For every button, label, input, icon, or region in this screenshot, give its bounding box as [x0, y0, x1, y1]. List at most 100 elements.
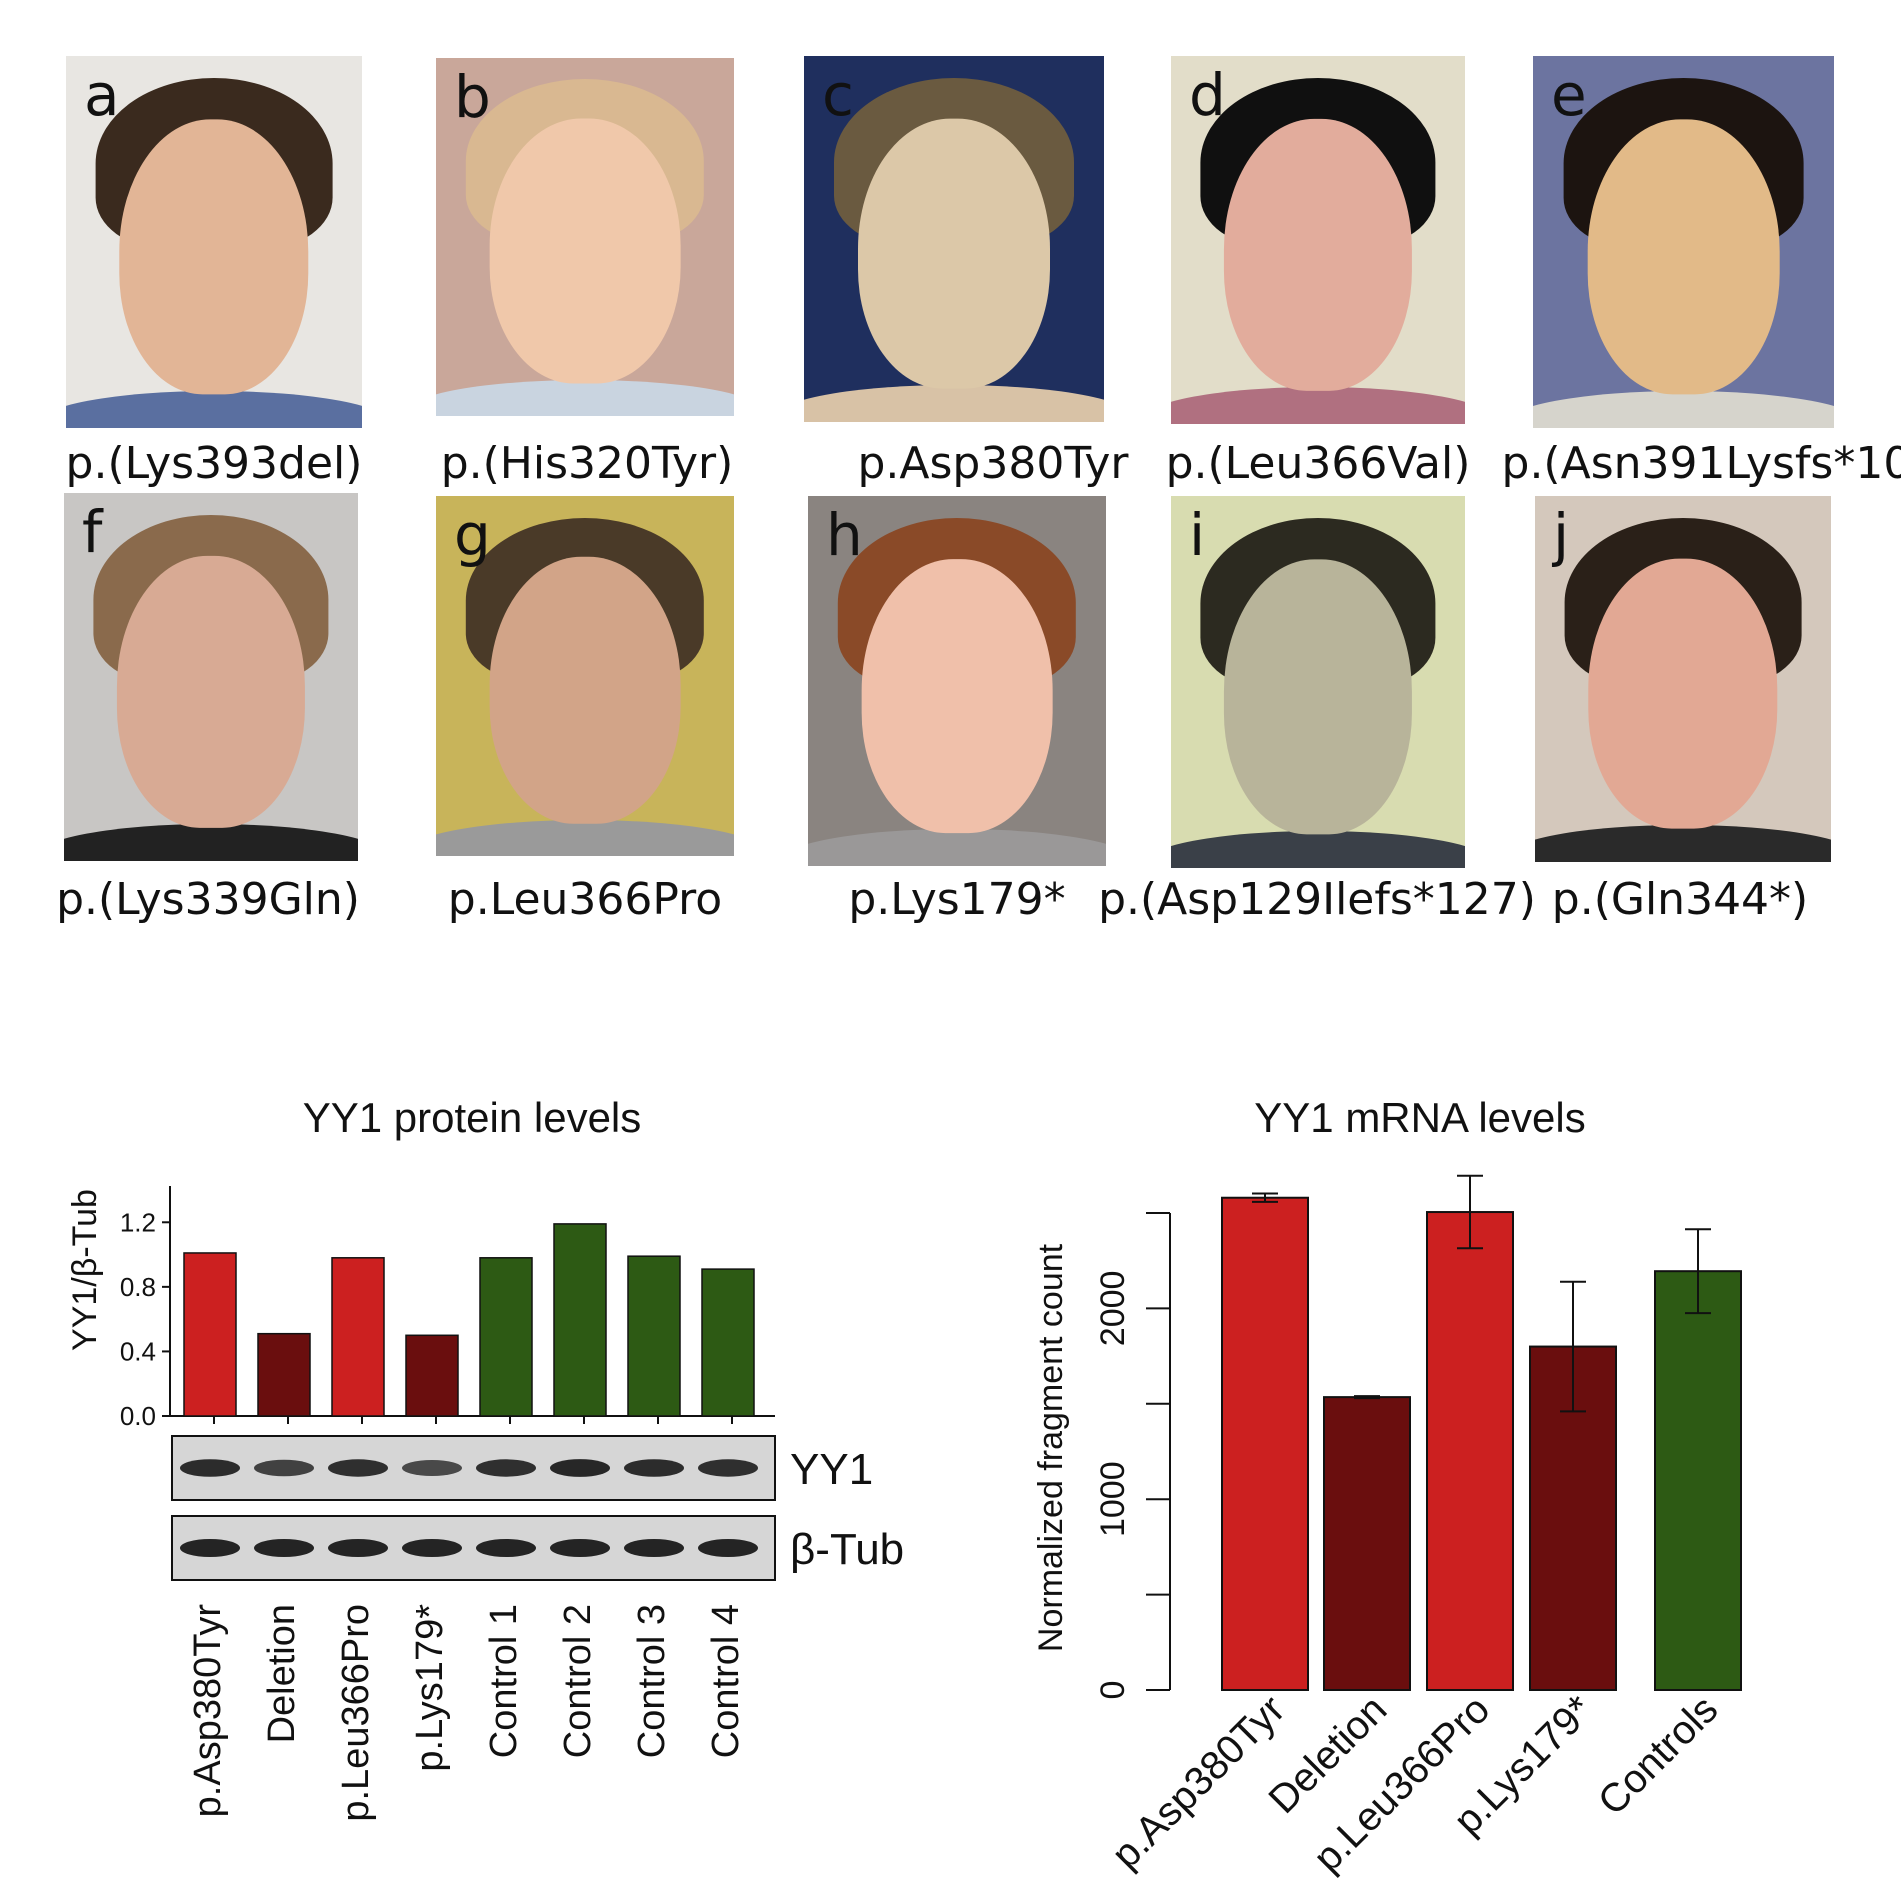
blot-band — [698, 1459, 758, 1477]
blot-band — [402, 1539, 462, 1557]
patient-photo-j: j — [1535, 496, 1831, 862]
mrna-y-tick-label: 2000 — [1094, 1271, 1132, 1347]
mrna-bar — [1323, 1396, 1411, 1691]
variant-caption: p.(Lys393del) — [65, 438, 363, 489]
variant-caption: p.(Asn391Lysfs*10) — [1501, 438, 1901, 489]
protein-x-tick-label: p.Asp380Tyr — [187, 1604, 229, 1818]
mrna-bar — [1221, 1196, 1309, 1691]
protein-x-tick-label: Control 2 — [557, 1604, 599, 1758]
protein-bar — [257, 1332, 311, 1417]
protein-x-tick-label: p.Lys179* — [409, 1604, 451, 1772]
variant-caption: p.(Gln344*) — [1551, 874, 1809, 925]
variant-caption: p.(Asp129Ilefs*127) — [1098, 874, 1536, 925]
panel-letter: j — [1553, 501, 1570, 569]
panel-letter: b — [454, 63, 491, 131]
photo-face — [858, 118, 1050, 390]
patient-photo-h: h — [808, 496, 1106, 866]
mrna-x-tick-labels: p.Asp380TyrDeletionp.Leu366Prop.Lys179*C… — [1103, 1687, 1726, 1880]
blot-band — [624, 1459, 684, 1477]
photo-shoulders — [1171, 387, 1465, 424]
photo-shoulders — [436, 820, 734, 856]
mrna-chart-title: YY1 mRNA levels — [1254, 1094, 1585, 1141]
photo-shoulders — [1171, 830, 1465, 868]
blot-band — [180, 1459, 240, 1477]
blot-band — [328, 1459, 388, 1477]
patient-photo-b: b — [436, 58, 734, 416]
photo-shoulders — [808, 829, 1106, 866]
variant-caption: p.(Lys339Gln) — [56, 874, 360, 925]
patient-photo-e: e — [1533, 56, 1834, 428]
protein-x-tick-label: Control 4 — [705, 1604, 747, 1758]
blot-band — [550, 1459, 610, 1477]
protein-bar — [183, 1252, 237, 1417]
photo-shoulders — [66, 390, 362, 428]
protein-y-tick-label: 0.0 — [120, 1401, 156, 1431]
protein-y-tick-label: 1.2 — [120, 1207, 156, 1237]
panel-letter: e — [1551, 61, 1587, 129]
photo-face — [489, 557, 681, 824]
blot-band — [698, 1539, 758, 1557]
protein-bar — [479, 1257, 533, 1417]
patient-photo-c: c — [804, 56, 1104, 422]
protein-bar — [405, 1334, 459, 1417]
photo-shoulders — [436, 380, 734, 416]
protein-y-axis-label: YY1/β-Tub — [66, 1189, 104, 1351]
protein-x-tick-labels: p.Asp380Tyr Deletion p.Leu366Pro p.Lys179* C… — [187, 1604, 747, 1822]
charts-area: YY1 protein levels YY1/β-Tub 0.0 0.4 0.8 1.… — [66, 1094, 1742, 1880]
panel-letter: i — [1189, 501, 1206, 569]
panel-letter: c — [822, 61, 854, 129]
blot-band — [476, 1459, 536, 1477]
photo-shoulders — [1533, 390, 1834, 428]
western-blots: YY1 β-Tub — [171, 1435, 904, 1581]
photo-face — [489, 118, 681, 384]
protein-bar — [553, 1223, 607, 1417]
blot-label: β-Tub — [790, 1525, 904, 1574]
protein-bars — [183, 1223, 755, 1417]
variant-caption: p.Lys179* — [848, 874, 1066, 925]
panel-letter: a — [84, 61, 120, 129]
protein-x-tick-label: Control 3 — [631, 1604, 673, 1758]
photo-face — [1223, 559, 1413, 835]
protein-bar — [701, 1268, 755, 1417]
patient-photo-grid: a p.(Lys393del) b p.(His320Tyr) c p.Asp380Tyr… — [56, 56, 1901, 925]
photo-face — [1587, 119, 1780, 395]
blot-band — [624, 1539, 684, 1557]
blot-band — [476, 1539, 536, 1557]
variant-caption: p.(Leu366Val) — [1165, 438, 1471, 489]
mrna-y-axis: 0 1000 2000 — [1094, 1212, 1171, 1700]
blot-band — [402, 1460, 462, 1476]
variant-caption: p.Leu366Pro — [447, 874, 723, 925]
protein-x-tick-label: p.Leu366Pro — [335, 1604, 377, 1822]
photo-shoulders — [1535, 825, 1831, 862]
protein-x-tick-label: Control 1 — [483, 1604, 525, 1758]
photo-face — [1588, 558, 1778, 830]
mrna-y-tick-label: 1000 — [1094, 1461, 1132, 1537]
panel-letter: d — [1189, 61, 1226, 129]
protein-levels-chart: YY1 protein levels YY1/β-Tub 0.0 0.4 0.8 1.… — [66, 1094, 904, 1822]
mrna-bar — [1426, 1211, 1514, 1692]
panel-letter: g — [454, 501, 491, 569]
photo-face — [1223, 118, 1413, 391]
variant-caption: p.Asp380Tyr — [857, 438, 1129, 489]
patient-photo-i: i — [1171, 496, 1465, 868]
blot-band — [550, 1539, 610, 1557]
protein-y-tick-label: 0.8 — [120, 1272, 156, 1302]
blot-band — [254, 1539, 314, 1557]
mrna-y-tick-label: 0 — [1094, 1681, 1132, 1700]
mrna-bar — [1654, 1270, 1742, 1691]
patient-photo-g: g — [436, 496, 734, 856]
blot-band — [254, 1459, 314, 1477]
mrna-bars — [1221, 1174, 1742, 1692]
mrna-levels-chart: YY1 mRNA levels Normalized fragment coun… — [1032, 1094, 1742, 1880]
blot-label: YY1 — [790, 1445, 873, 1494]
photo-face — [116, 555, 306, 828]
protein-bar — [627, 1255, 681, 1417]
mrna-x-tick-label: Controls — [1590, 1687, 1726, 1823]
panel-letter: f — [82, 498, 103, 566]
patient-photo-d: d — [1171, 56, 1465, 424]
blot-band — [180, 1539, 240, 1557]
patient-photo-f: f — [64, 493, 358, 861]
protein-y-tick-label: 0.4 — [120, 1336, 156, 1366]
patient-photo-a: a — [66, 56, 362, 428]
photo-face — [861, 558, 1053, 833]
